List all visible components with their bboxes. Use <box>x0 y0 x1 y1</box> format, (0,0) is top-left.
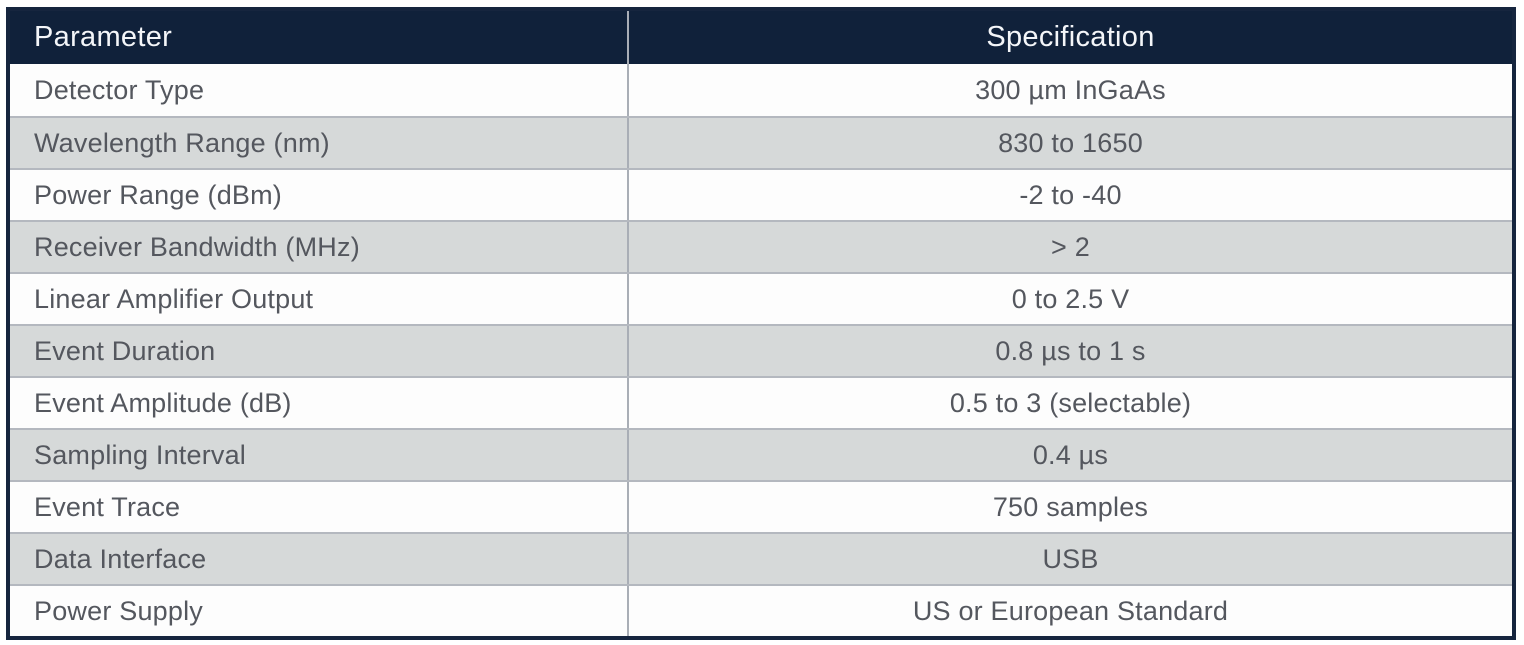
table-header-row: Parameter Specification <box>10 11 1512 64</box>
column-header-parameter: Parameter <box>10 11 629 64</box>
table-row: Event Amplitude (dB) 0.5 to 3 (selectable… <box>10 376 1512 428</box>
specification-cell: > 2 <box>1051 231 1090 262</box>
table-row: Event Trace 750 samples <box>10 480 1512 532</box>
parameter-cell: Power Supply <box>10 586 629 636</box>
specification-cell: US or European Standard <box>912 595 1229 626</box>
specification-cell: -2 to -40 <box>1019 179 1122 210</box>
table-row: Event Duration 0.8 µs to 1 s <box>10 324 1512 376</box>
specification-cell: 300 µm InGaAs <box>975 74 1166 105</box>
table-row: Detector Type 300 µm InGaAs <box>10 64 1512 116</box>
parameter-cell: Data Interface <box>10 534 629 584</box>
parameter-cell: Event Amplitude (dB) <box>10 378 629 428</box>
table-row: Power Supply US or European Standard <box>10 584 1512 636</box>
specification-cell: 830 to 1650 <box>998 127 1143 158</box>
specification-cell: 0.4 µs <box>1032 439 1109 470</box>
parameter-cell: Wavelength Range (nm) <box>10 118 629 168</box>
parameter-cell: Event Trace <box>10 482 629 532</box>
parameter-cell: Receiver Bandwidth (MHz) <box>10 222 629 272</box>
specification-cell: USB <box>1042 543 1099 574</box>
specification-cell: 0.5 to 3 (selectable) <box>949 387 1192 418</box>
table-row: Power Range (dBm) -2 to -40 <box>10 168 1512 220</box>
parameter-cell: Power Range (dBm) <box>10 170 629 220</box>
specification-cell: 0.8 µs to 1 s <box>995 335 1146 366</box>
specification-cell: 750 samples <box>992 491 1149 522</box>
specification-cell: 0 to 2.5 V <box>1011 283 1130 314</box>
table-row: Linear Amplifier Output 0 to 2.5 V <box>10 272 1512 324</box>
column-header-specification: Specification <box>986 21 1155 53</box>
table-row: Data Interface USB <box>10 532 1512 584</box>
parameter-cell: Detector Type <box>10 64 629 116</box>
parameter-cell: Event Duration <box>10 326 629 376</box>
table-row: Wavelength Range (nm) 830 to 1650 <box>10 116 1512 168</box>
specification-table: Parameter Specification Detector Type 300… <box>6 7 1516 640</box>
table-row: Sampling Interval 0.4 µs <box>10 428 1512 480</box>
parameter-cell: Sampling Interval <box>10 430 629 480</box>
parameter-cell: Linear Amplifier Output <box>10 274 629 324</box>
table-row: Receiver Bandwidth (MHz) > 2 <box>10 220 1512 272</box>
table-body: Detector Type 300 µm InGaAs Wavelength Ran… <box>10 64 1512 636</box>
